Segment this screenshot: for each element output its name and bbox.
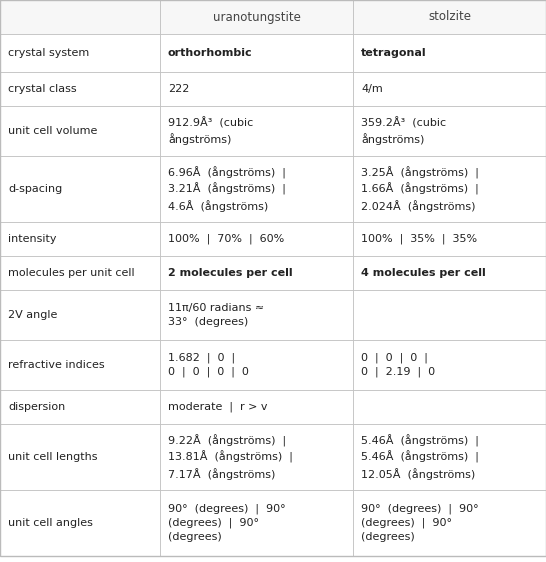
Text: 1.682  |  0  |
0  |  0  |  0  |  0: 1.682 | 0 | 0 | 0 | 0 | 0 [168,353,249,377]
Bar [160,256,353,290]
Bar [0,390,160,424]
Bar [160,34,353,72]
Text: 222: 222 [168,84,189,94]
Bar [353,340,546,390]
Bar [0,340,160,390]
Text: orthorhombic: orthorhombic [168,48,253,58]
Text: 100%  |  70%  |  60%: 100% | 70% | 60% [168,234,284,244]
Text: unit cell lengths: unit cell lengths [8,452,98,462]
Bar [0,156,160,222]
Bar [353,256,546,290]
Bar [0,106,160,156]
Bar [160,490,353,556]
Text: intensity: intensity [8,234,56,244]
Text: 9.22Å  (ångströms)  |
13.81Å  (ångströms)  |
7.17Å  (ångströms): 9.22Å (ångströms) | 13.81Å (ångströms) |… [168,434,293,480]
Text: moderate  |  r > v: moderate | r > v [168,402,268,413]
Bar [160,106,353,156]
Text: 2 molecules per cell: 2 molecules per cell [168,268,293,278]
Bar [160,0,353,34]
Bar [353,490,546,556]
Text: 0  |  0  |  0  |
0  |  2.19  |  0: 0 | 0 | 0 | 0 | 2.19 | 0 [361,353,435,377]
Bar [353,106,546,156]
Text: 90°  (degrees)  |  90°
(degrees)  |  90°
(degrees): 90° (degrees) | 90° (degrees) | 90° (deg… [168,504,286,542]
Bar [160,72,353,106]
Text: refractive indices: refractive indices [8,360,105,370]
Text: 90°  (degrees)  |  90°
(degrees)  |  90°
(degrees): 90° (degrees) | 90° (degrees) | 90° (deg… [361,504,479,542]
Bar [353,424,546,490]
Text: 100%  |  35%  |  35%: 100% | 35% | 35% [361,234,477,244]
Text: 4/m: 4/m [361,84,383,94]
Text: crystal class: crystal class [8,84,76,94]
Bar [353,0,546,34]
Text: unit cell volume: unit cell volume [8,126,97,136]
Bar [353,156,546,222]
Bar [353,390,546,424]
Bar [353,290,546,340]
Text: 6.96Å  (ångströms)  |
3.21Å  (ångströms)  |
4.6Å  (ångströms): 6.96Å (ångströms) | 3.21Å (ångströms) | … [168,166,286,212]
Text: 359.2Å³  (cubic
ångströms): 359.2Å³ (cubic ångströms) [361,117,446,145]
Text: d-spacing: d-spacing [8,184,62,194]
Bar [0,222,160,256]
Bar [160,340,353,390]
Text: molecules per unit cell: molecules per unit cell [8,268,135,278]
Bar [0,424,160,490]
Text: 912.9Å³  (cubic
ångströms): 912.9Å³ (cubic ångströms) [168,117,253,145]
Bar [0,490,160,556]
Text: dispersion: dispersion [8,402,66,412]
Text: crystal system: crystal system [8,48,89,58]
Text: unit cell angles: unit cell angles [8,518,93,528]
Bar [353,34,546,72]
Bar [160,390,353,424]
Bar [160,156,353,222]
Bar [160,222,353,256]
Text: 2V angle: 2V angle [8,310,57,320]
Text: 11π/60 radians ≈
33°  (degrees): 11π/60 radians ≈ 33° (degrees) [168,303,264,327]
Bar [0,72,160,106]
Bar [160,424,353,490]
Bar [160,290,353,340]
Bar [0,0,160,34]
Text: stolzite: stolzite [428,11,471,24]
Bar [353,72,546,106]
Text: 3.25Å  (ångströms)  |
1.66Å  (ångströms)  |
2.024Å  (ångströms): 3.25Å (ångströms) | 1.66Å (ångströms) | … [361,166,479,212]
Bar [0,256,160,290]
Text: tetragonal: tetragonal [361,48,426,58]
Bar [0,290,160,340]
Text: 4 molecules per cell: 4 molecules per cell [361,268,486,278]
Bar [353,222,546,256]
Text: uranotungstite: uranotungstite [212,11,300,24]
Bar [0,34,160,72]
Text: 5.46Å  (ångströms)  |
5.46Å  (ångströms)  |
12.05Å  (ångströms): 5.46Å (ångströms) | 5.46Å (ångströms) | … [361,434,479,480]
